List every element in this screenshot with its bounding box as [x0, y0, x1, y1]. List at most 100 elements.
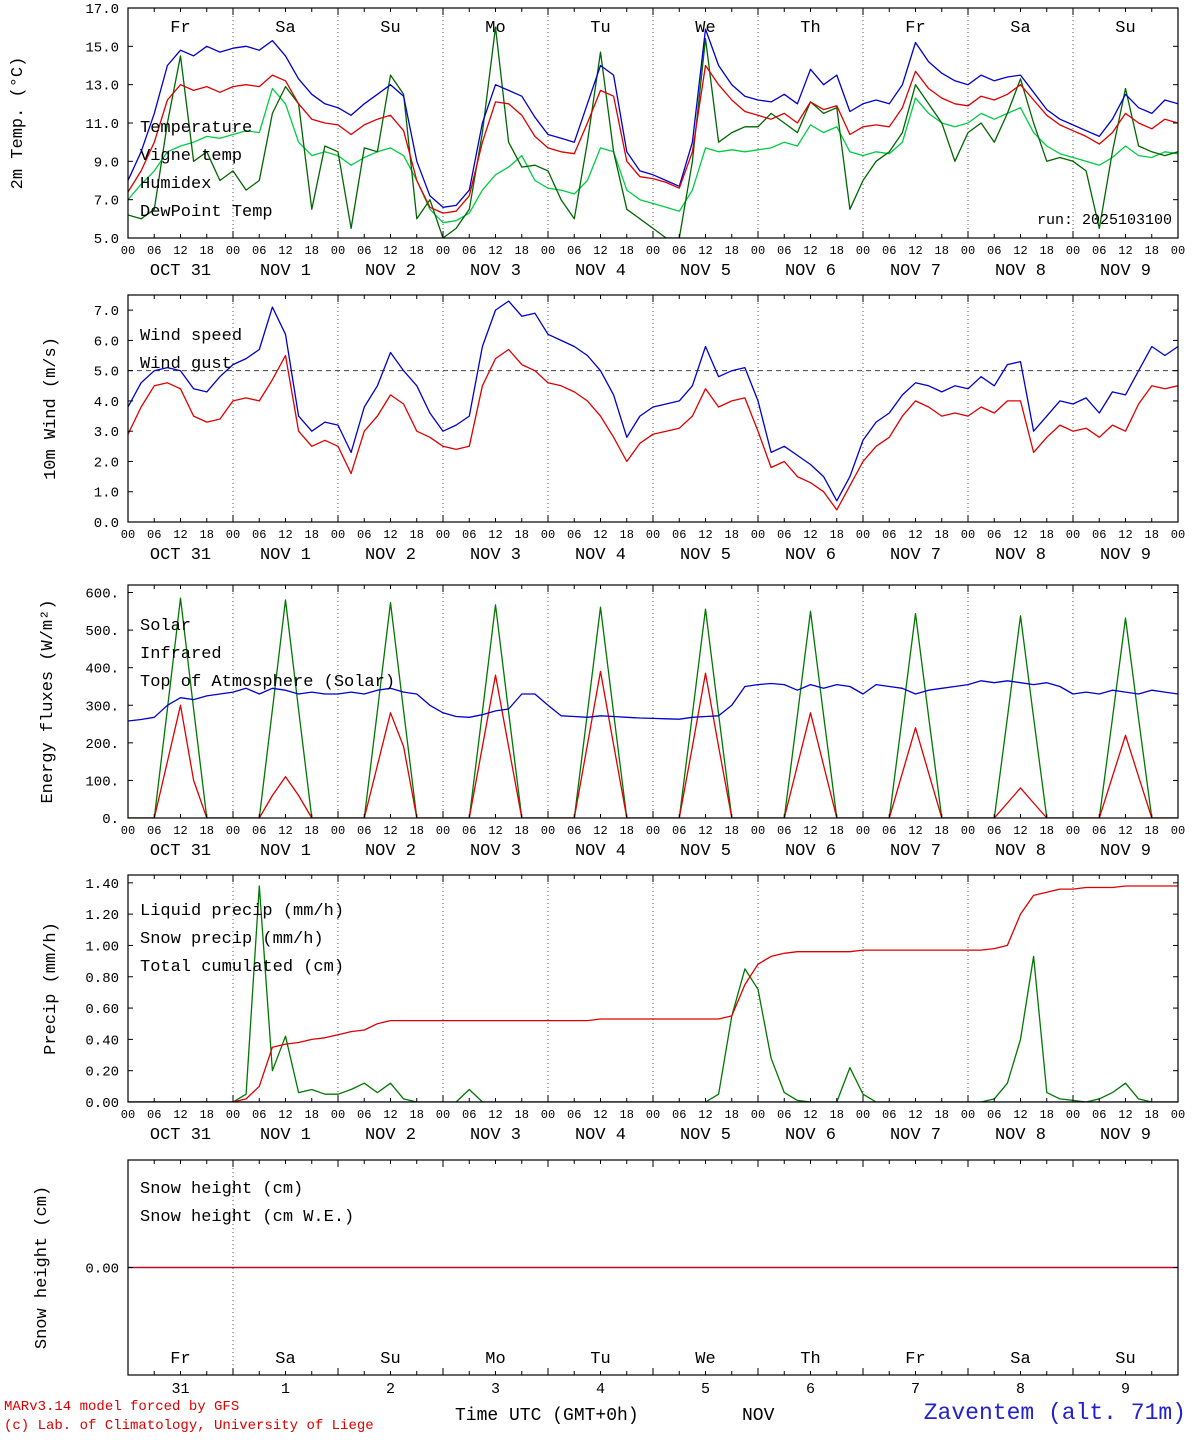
hour-tick-label: 06: [672, 244, 686, 258]
hour-tick-label: 18: [830, 824, 844, 838]
y-axis-label: Precip (mm/h): [42, 922, 61, 1055]
run-label: run: 2025103100: [1037, 212, 1172, 229]
day-label: NOV 3: [470, 262, 521, 281]
hour-tick-label: 00: [1171, 1108, 1185, 1122]
hour-tick-label: 06: [672, 528, 686, 542]
y-tick-label: 5.0: [94, 232, 119, 248]
weekday-label: Th: [800, 19, 820, 38]
hour-tick-label: 00: [856, 1108, 870, 1122]
hour-tick-label: 18: [200, 1108, 214, 1122]
weekday-label: Tu: [590, 19, 610, 38]
day-label: NOV 7: [890, 262, 941, 281]
hour-tick-label: 06: [777, 1108, 791, 1122]
day-label: NOV 4: [575, 546, 626, 565]
hour-tick-label: 00: [121, 1108, 135, 1122]
hour-tick-label: 12: [593, 1108, 607, 1122]
hour-tick-label: 00: [226, 244, 240, 258]
hour-tick-label: 00: [226, 528, 240, 542]
hour-tick-label: 12: [803, 1108, 817, 1122]
day-label: NOV 6: [785, 546, 836, 565]
day-label: NOV 4: [575, 1126, 626, 1145]
day-number: 9: [1121, 1381, 1130, 1398]
day-label: NOV 1: [260, 262, 311, 281]
hour-tick-label: 18: [935, 824, 949, 838]
day-number: 8: [1016, 1381, 1025, 1398]
day-number: 7: [911, 1381, 920, 1398]
y-tick-label: 600.: [85, 587, 119, 603]
day-label: NOV 9: [1100, 546, 1151, 565]
y-tick-label: 11.0: [85, 117, 119, 133]
hour-tick-label: 00: [1066, 528, 1080, 542]
day-label: NOV 4: [575, 842, 626, 861]
y-tick-label: 0.: [102, 812, 119, 828]
hour-tick-label: 12: [383, 244, 397, 258]
series-wind-speed: [128, 348, 1178, 511]
legend-wind-gust: Wind gust: [140, 355, 232, 374]
hour-tick-label: 00: [436, 1108, 450, 1122]
series-liquid-precip-mm-h: [128, 885, 1178, 1102]
legend-humidex: Humidex: [140, 175, 211, 194]
hour-tick-label: 06: [1092, 244, 1106, 258]
hour-tick-label: 06: [252, 824, 266, 838]
day-label: NOV 7: [890, 1126, 941, 1145]
y-tick-label: 0.00: [85, 1096, 119, 1112]
weekday-label: Mo: [485, 19, 505, 38]
hour-tick-label: 00: [751, 1108, 765, 1122]
hour-tick-label: 18: [410, 824, 424, 838]
hour-tick-label: 00: [646, 1108, 660, 1122]
hour-tick-label: 06: [1092, 824, 1106, 838]
series-wind-gust: [128, 300, 1178, 502]
hour-tick-label: 00: [646, 528, 660, 542]
day-label: NOV 1: [260, 1126, 311, 1145]
hour-tick-label: 00: [751, 824, 765, 838]
hour-tick-label: 06: [567, 824, 581, 838]
hour-tick-label: 12: [173, 1108, 187, 1122]
series-solar: [128, 670, 1178, 818]
day-label: NOV 2: [365, 842, 416, 861]
hour-tick-label: 12: [1013, 824, 1027, 838]
hour-tick-label: 06: [252, 244, 266, 258]
day-label: NOV 5: [680, 546, 731, 565]
hour-tick-label: 18: [1145, 244, 1159, 258]
station-label: Zaventem (alt. 71m): [923, 1400, 1186, 1426]
legend-snow-precip-mm-h: Snow precip (mm/h): [140, 930, 324, 949]
series-total-cumulated-cm: [128, 885, 1178, 1102]
hour-tick-label: 00: [646, 824, 660, 838]
hour-tick-label: 12: [803, 244, 817, 258]
weekday-label: Su: [1115, 1350, 1135, 1369]
hour-tick-label: 06: [987, 824, 1001, 838]
hour-tick-label: 06: [462, 824, 476, 838]
y-tick-label: 500.: [85, 624, 119, 640]
hour-tick-label: 18: [830, 528, 844, 542]
day-number: 3: [491, 1381, 500, 1398]
hour-tick-label: 12: [383, 528, 397, 542]
hour-tick-label: 00: [856, 824, 870, 838]
hour-tick-label: 18: [305, 244, 319, 258]
hour-tick-label: 12: [488, 824, 502, 838]
hour-tick-label: 06: [1092, 1108, 1106, 1122]
hour-tick-label: 00: [1171, 244, 1185, 258]
series-dewpoint-temp: [128, 87, 1178, 224]
hour-tick-label: 18: [1040, 244, 1054, 258]
y-tick-label: 17.0: [85, 2, 119, 18]
hour-tick-label: 00: [226, 824, 240, 838]
legend-liquid-precip-mm-h: Liquid precip (mm/h): [140, 902, 344, 921]
hour-tick-label: 18: [935, 244, 949, 258]
hour-tick-label: 18: [725, 824, 739, 838]
hour-tick-label: 00: [1066, 1108, 1080, 1122]
lab-credit: (c) Lab. of Climatology, University of L…: [4, 1418, 374, 1434]
hour-tick-label: 12: [593, 824, 607, 838]
series-vigne-temp: [128, 26, 1178, 238]
hour-tick-label: 00: [961, 528, 975, 542]
hour-tick-label: 12: [383, 1108, 397, 1122]
hour-tick-label: 12: [1118, 244, 1132, 258]
hour-tick-label: 18: [515, 528, 529, 542]
y-tick-label: 9.0: [94, 155, 119, 171]
hour-tick-label: 18: [1145, 528, 1159, 542]
y-tick-label: 3.0: [94, 425, 119, 441]
y-tick-label: 15.0: [85, 40, 119, 56]
hour-tick-label: 00: [541, 1108, 555, 1122]
hour-tick-label: 00: [226, 1108, 240, 1122]
